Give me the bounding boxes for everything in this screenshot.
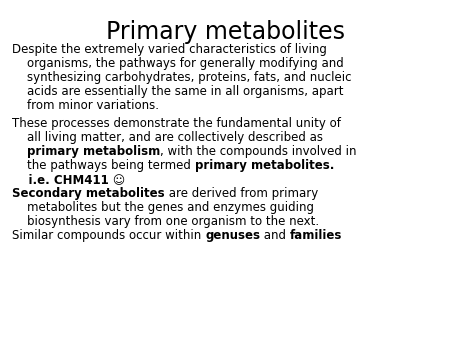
Text: Secondary metabolites: Secondary metabolites (12, 187, 165, 200)
Text: metabolites but the genes and enzymes guiding: metabolites but the genes and enzymes gu… (12, 201, 314, 214)
Text: and: and (260, 229, 290, 242)
Text: Similar compounds occur within: Similar compounds occur within (12, 229, 205, 242)
Text: primary metabolism: primary metabolism (27, 145, 160, 158)
Text: primary metabolites.: primary metabolites. (194, 159, 334, 172)
Text: Despite the extremely varied characteristics of living: Despite the extremely varied characteris… (12, 43, 327, 56)
Text: families: families (290, 229, 342, 242)
Text: , with the compounds involved in: , with the compounds involved in (160, 145, 357, 158)
Text: These processes demonstrate the fundamental unity of: These processes demonstrate the fundamen… (12, 117, 341, 130)
Text: genuses: genuses (205, 229, 260, 242)
Text: all living matter, and are collectively described as: all living matter, and are collectively … (12, 131, 323, 144)
Text: biosynthesis vary from one organism to the next.: biosynthesis vary from one organism to t… (12, 215, 319, 228)
Text: are derived from primary: are derived from primary (165, 187, 318, 200)
Text: Primary metabolites: Primary metabolites (105, 20, 345, 44)
Text: the pathways being termed: the pathways being termed (12, 159, 194, 172)
Text: synthesizing carbohydrates, proteins, fats, and nucleic: synthesizing carbohydrates, proteins, fa… (12, 71, 351, 84)
Text: acids are essentially the same in all organisms, apart: acids are essentially the same in all or… (12, 85, 343, 98)
Text: i.e. CHM411 ☺: i.e. CHM411 ☺ (12, 173, 125, 186)
Text: organisms, the pathways for generally modifying and: organisms, the pathways for generally mo… (12, 57, 344, 70)
Text: from minor variations.: from minor variations. (12, 99, 159, 112)
